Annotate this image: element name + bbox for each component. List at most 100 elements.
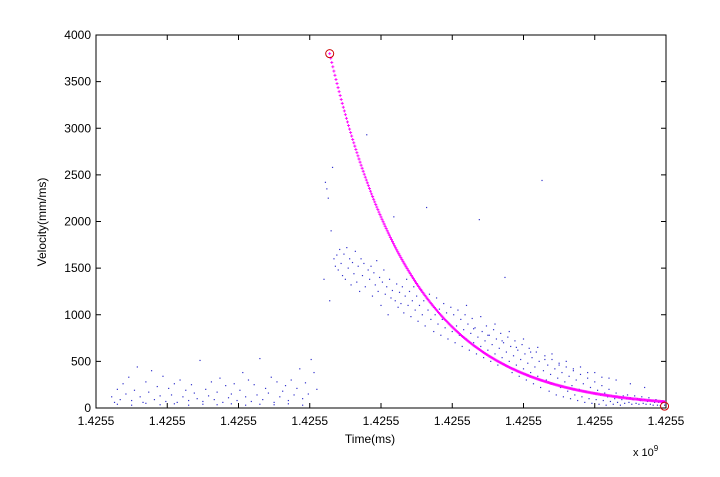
data-point <box>210 381 213 383</box>
fit-curve-point <box>348 127 352 131</box>
data-point <box>139 396 141 398</box>
y-tick-label: 3000 <box>64 121 91 135</box>
data-point <box>571 385 573 387</box>
x-tick-label: 1.4255 <box>291 414 328 428</box>
data-point <box>427 309 429 311</box>
x-axis-exponent-power: 9 <box>654 444 659 453</box>
data-point <box>572 370 574 372</box>
data-point <box>510 345 512 348</box>
data-point <box>418 304 421 307</box>
fit-curve-point <box>375 205 379 209</box>
data-point <box>544 358 546 361</box>
data-point <box>350 284 352 286</box>
x-tick-label: 1.4255 <box>363 414 400 428</box>
data-point <box>384 293 386 295</box>
data-point <box>390 297 392 299</box>
data-point <box>227 397 230 399</box>
data-point <box>334 265 336 267</box>
data-point <box>230 393 232 395</box>
fit-curve-point <box>408 272 412 276</box>
data-point <box>601 385 603 387</box>
data-point <box>441 318 443 321</box>
data-point <box>514 340 516 342</box>
data-point <box>404 295 406 297</box>
fit-curve-point <box>335 82 339 86</box>
data-point <box>557 377 559 379</box>
data-point <box>520 358 522 361</box>
data-point <box>538 360 540 362</box>
data-point <box>447 338 449 340</box>
x-tick-label: 1.4255 <box>648 414 685 428</box>
data-point <box>487 349 489 351</box>
data-point <box>604 392 606 394</box>
data-point <box>649 403 651 405</box>
data-point <box>156 385 158 388</box>
data-point <box>327 197 329 199</box>
data-point <box>515 346 517 348</box>
data-point <box>170 394 173 396</box>
fit-curve-point <box>411 277 415 281</box>
data-point <box>608 388 610 390</box>
data-point <box>199 359 201 362</box>
data-point <box>656 404 659 406</box>
data-point <box>307 393 309 395</box>
fit-curve-point <box>356 154 360 158</box>
data-point <box>494 323 496 325</box>
fit-curve-point <box>417 285 421 289</box>
data-point <box>410 316 412 318</box>
data-point <box>549 373 552 376</box>
fit-curve-point <box>354 147 358 151</box>
fit-curve-point <box>333 73 337 77</box>
fit-curve-point <box>387 233 391 237</box>
data-point <box>530 371 532 374</box>
fit-curve-point <box>365 181 369 185</box>
fit-curve-point <box>381 220 385 224</box>
data-point <box>259 357 261 360</box>
data-point <box>574 394 576 396</box>
data-point <box>624 402 626 404</box>
data-point <box>575 379 577 381</box>
data-point <box>279 396 281 398</box>
fit-curve-point <box>402 261 406 265</box>
fit-curve-point <box>378 212 382 216</box>
data-point <box>435 297 438 299</box>
fit-curve-point <box>389 238 393 242</box>
x-tick-label: 1.4255 <box>220 414 257 428</box>
x-tick-label: 1.4255 <box>505 414 542 428</box>
data-point <box>421 314 423 316</box>
data-point <box>236 399 238 402</box>
y-tick-label: 0 <box>84 401 91 415</box>
x-axis-exponent: x 109 <box>633 444 659 459</box>
fit-curve-point <box>369 189 373 193</box>
data-point <box>353 273 355 275</box>
data-point <box>304 382 307 384</box>
data-point <box>488 334 490 336</box>
data-point <box>634 395 636 397</box>
data-point <box>451 330 453 333</box>
y-tick-label: 3500 <box>64 75 91 89</box>
data-point <box>128 376 130 378</box>
fit-curve-point <box>394 246 398 250</box>
data-point <box>213 399 215 401</box>
data-point <box>497 364 499 366</box>
data-point <box>168 387 170 390</box>
data-point <box>182 396 184 398</box>
data-point <box>398 291 401 293</box>
data-point <box>153 399 156 401</box>
data-point <box>150 370 153 372</box>
data-point <box>351 261 354 264</box>
data-point <box>357 265 359 267</box>
fit-curve-point <box>409 273 413 277</box>
data-point <box>569 398 572 400</box>
fit-curve-point <box>353 144 357 148</box>
data-point <box>645 403 647 405</box>
fit-curve-point <box>334 77 338 81</box>
fit-curve-point <box>355 151 359 155</box>
data-point <box>329 300 331 302</box>
data-point <box>284 385 287 387</box>
x-tick-label: 1.4255 <box>576 414 613 428</box>
fit-curve-point <box>343 113 347 117</box>
data-point <box>644 386 646 389</box>
data-point <box>577 399 579 402</box>
fit-curve-point <box>398 254 402 258</box>
